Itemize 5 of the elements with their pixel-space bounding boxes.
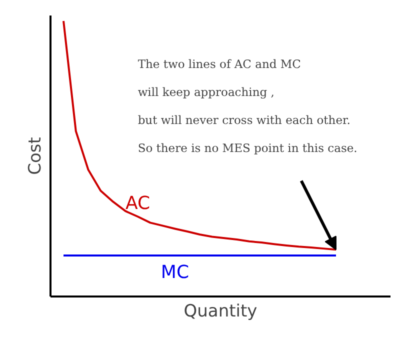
text: The two lines of AC and MC will keep approaching , but will never cross with each other. So there is no MES point in this case. — [138, 56, 358, 155]
y-axis-title: Cost — [26, 136, 46, 175]
x-axis-title: Quantity — [184, 302, 258, 322]
series-label: MC — [160, 262, 190, 284]
series-label: AC — [126, 192, 150, 214]
